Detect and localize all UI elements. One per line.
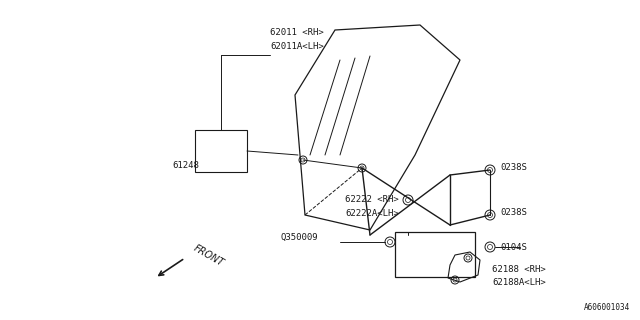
Text: 62188 <RH>: 62188 <RH> (492, 265, 546, 274)
Text: 0104S: 0104S (500, 243, 527, 252)
Text: 62222A<LH>: 62222A<LH> (345, 209, 399, 218)
Text: 62011A<LH>: 62011A<LH> (270, 42, 324, 51)
Text: 0238S: 0238S (500, 163, 527, 172)
Text: 61248: 61248 (172, 161, 199, 170)
Text: 0238S: 0238S (500, 207, 527, 217)
Text: 62222 <RH>: 62222 <RH> (345, 195, 399, 204)
Text: 62011 <RH>: 62011 <RH> (270, 28, 324, 37)
Text: A606001034: A606001034 (584, 303, 630, 312)
Text: FRONT: FRONT (192, 243, 226, 268)
Text: Q350009: Q350009 (280, 233, 317, 242)
Bar (395, 232, 475, 277)
Text: 62188A<LH>: 62188A<LH> (492, 278, 546, 287)
Bar (195, 130, 247, 172)
